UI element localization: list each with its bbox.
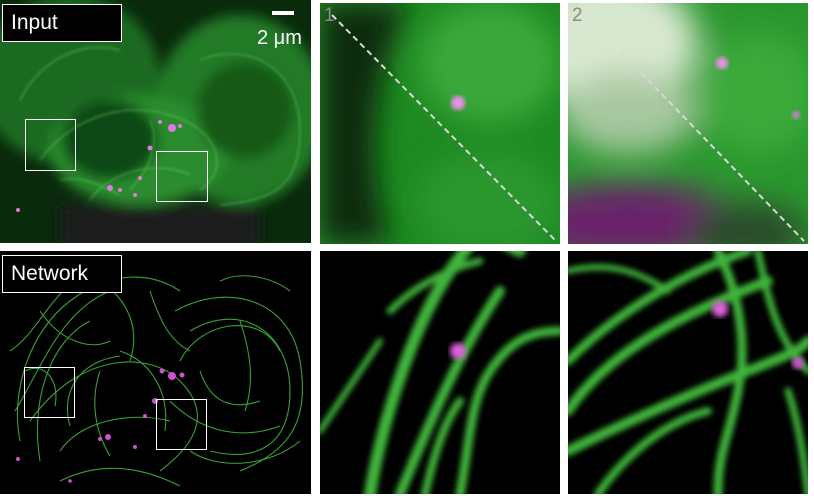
- zoom-1-input-panel: 1: [320, 3, 560, 244]
- input-panel: Input 2 μm: [0, 0, 311, 243]
- roi-box-3: [24, 367, 75, 418]
- panel-label-network: Network: [2, 255, 122, 293]
- zoom-1-input-image: [320, 3, 560, 244]
- roi-box-1: [25, 119, 76, 171]
- zoom-label-2: 2: [572, 5, 583, 26]
- panel-label-input: Input: [2, 4, 122, 42]
- scale-bar-label: 2 μm: [257, 27, 302, 49]
- roi-box-2: [156, 151, 208, 202]
- zoom-1-network-panel: [320, 251, 560, 494]
- zoom-2-input-panel: 2: [568, 3, 808, 244]
- roi-box-4: [156, 399, 207, 450]
- network-panel: Network: [0, 251, 311, 494]
- zoom-1-network-image: [320, 251, 560, 494]
- scale-bar: [272, 11, 294, 15]
- zoom-label-1: 1: [324, 5, 335, 26]
- zoom-2-network-image: [568, 251, 808, 494]
- zoom-2-network-panel: [568, 251, 808, 494]
- input-image: [0, 0, 311, 243]
- zoom-2-input-image: [568, 3, 808, 244]
